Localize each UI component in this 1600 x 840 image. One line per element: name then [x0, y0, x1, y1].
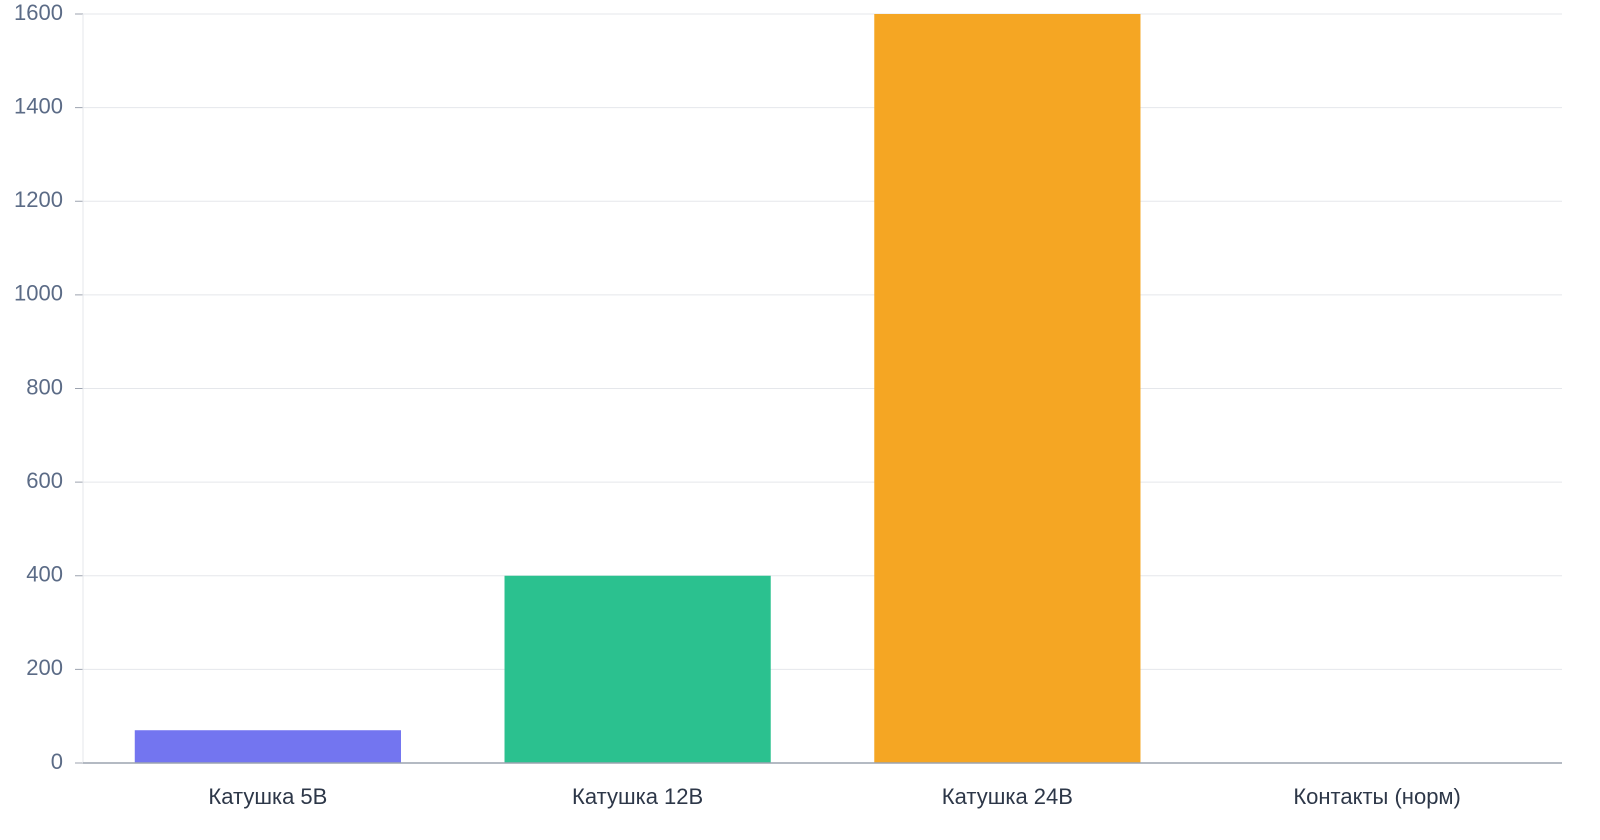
bar	[874, 14, 1141, 763]
y-tick-label: 0	[51, 749, 63, 774]
y-tick-label: 400	[26, 562, 63, 587]
bar	[134, 730, 401, 763]
x-tick-label: Катушка 5В	[208, 784, 327, 809]
y-tick-label: 1000	[14, 281, 63, 306]
y-tick-label: 1400	[14, 93, 63, 118]
bar	[504, 575, 771, 763]
y-tick-label: 200	[26, 655, 63, 680]
x-tick-label: Катушка 24В	[942, 784, 1073, 809]
x-tick-label: Контакты (норм)	[1293, 784, 1461, 809]
y-tick-label: 800	[26, 374, 63, 399]
y-tick-label: 1200	[14, 187, 63, 212]
x-tick-label: Катушка 12В	[572, 784, 703, 809]
y-tick-label: 1600	[14, 0, 63, 25]
y-tick-label: 600	[26, 468, 63, 493]
